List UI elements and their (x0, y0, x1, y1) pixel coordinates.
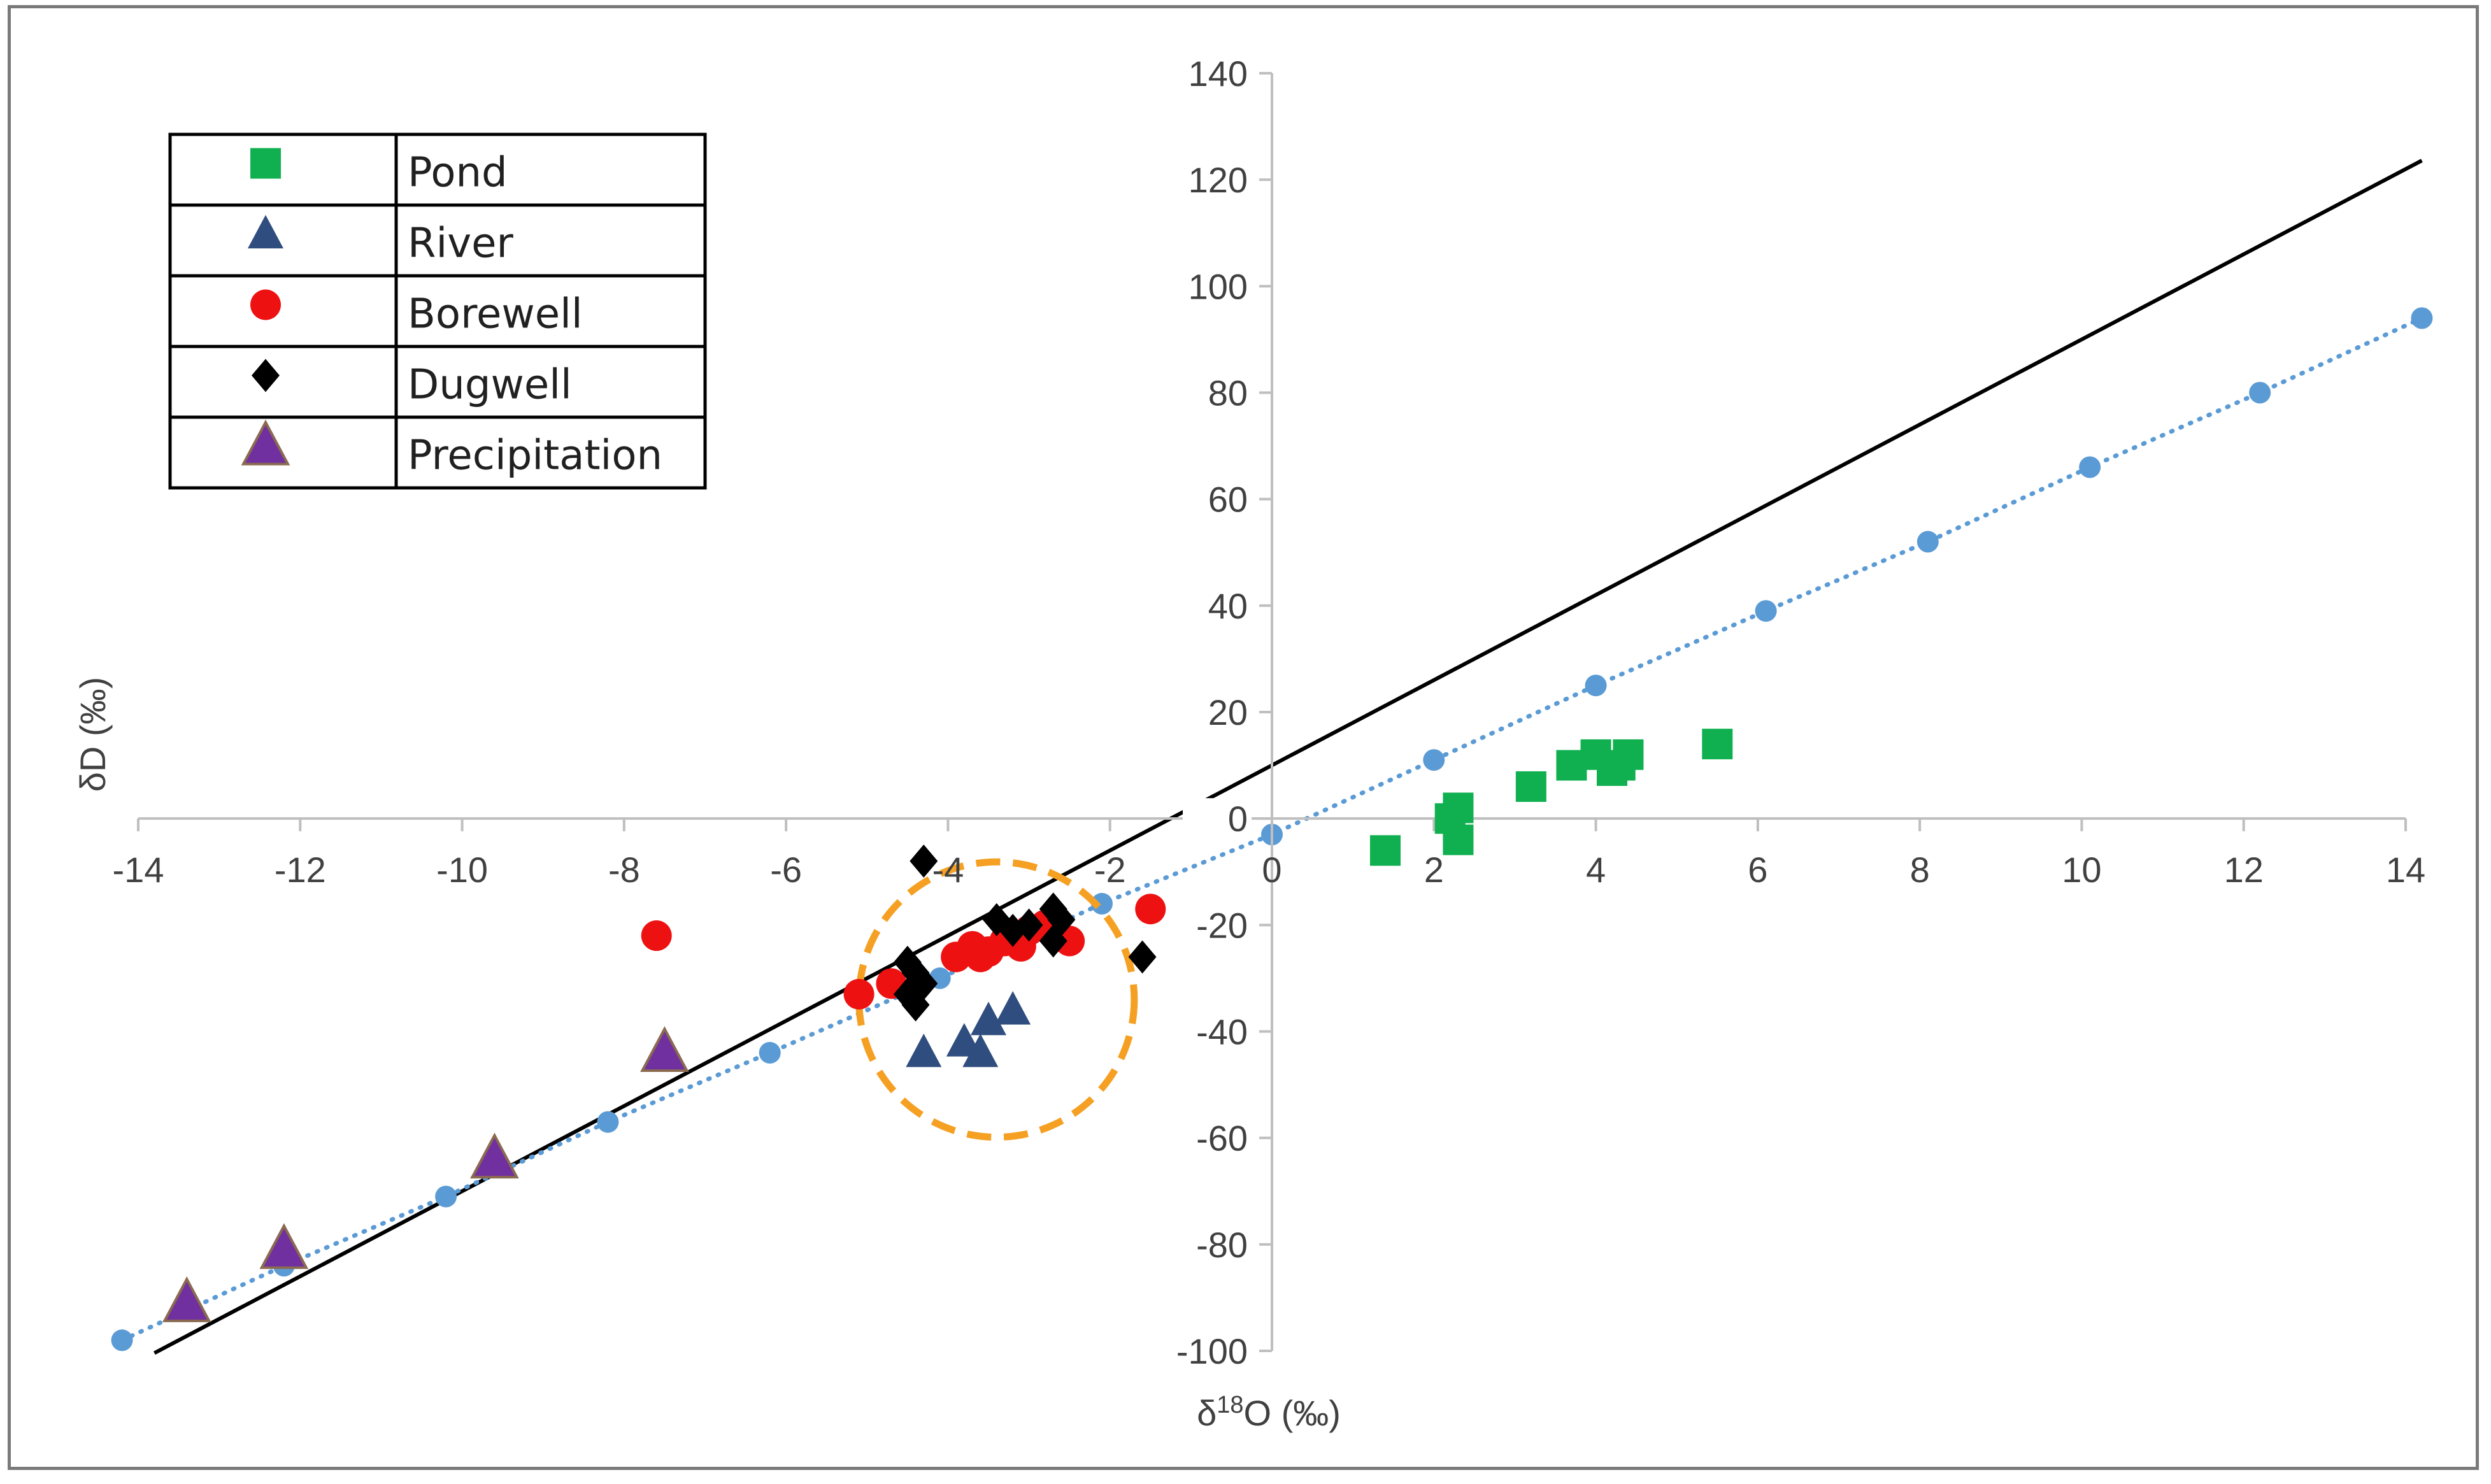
precipitation-point (640, 1026, 689, 1073)
dugwell-point (1015, 908, 1043, 942)
y-tick-label: -20 (1196, 905, 1248, 945)
lmwl-point (2249, 382, 2271, 404)
lmwl-point (2411, 307, 2433, 329)
pond-point (1443, 824, 1474, 855)
y-tick-label: -100 (1176, 1331, 1248, 1371)
lmwl-point (759, 1041, 781, 1064)
legend-label-river: River (408, 220, 514, 268)
y-tick-label: 80 (1208, 373, 1248, 413)
lmwl-point (2079, 456, 2101, 478)
legend-label-borewell: Borewell (408, 291, 583, 338)
precipitation-point (259, 1223, 309, 1269)
legend-label-precipitation: Precipitation (408, 432, 662, 480)
x-tick-label: 2 (1424, 850, 1444, 890)
y-tick-label: -40 (1196, 1012, 1248, 1052)
lmwl-point (1091, 892, 1113, 915)
legend: Pond River Borewell Dugwell Precipitation (168, 132, 707, 490)
legend-marker-dugwell (252, 359, 280, 392)
pond-point (1443, 792, 1474, 824)
x-tick-label: -2 (1094, 850, 1126, 890)
legend-label-dugwell: Dugwell (408, 362, 572, 409)
borewell-point (641, 920, 672, 952)
lmwl-point (1916, 531, 1939, 553)
y-tick-label: 140 (1188, 54, 1248, 94)
x-tick-label: -14 (113, 850, 164, 890)
pond-point (1702, 729, 1733, 760)
x-tick-label: 6 (1748, 850, 1767, 890)
lmwl-point (597, 1111, 619, 1133)
y-tick-label: 120 (1188, 160, 1248, 200)
precipitation-point (470, 1132, 519, 1179)
dugwell-point (910, 967, 938, 1001)
x-tick-label: -10 (436, 850, 488, 890)
x-tick-label: 4 (1586, 850, 1606, 890)
x-axis-title-main: δ (1197, 1393, 1217, 1433)
dugwell-point (910, 845, 938, 878)
legend-label-pond: Pond (408, 150, 508, 197)
chart-frame: -14 -12 -10 -8 -6 -4 -2 0 2 4 6 8 10 12 14 -100 -80 -60 -4… (8, 5, 2479, 1470)
y-tick-label: 0 (1228, 799, 1248, 839)
pond-point (1613, 739, 1644, 770)
y-axis-title: δD (‰) (73, 677, 113, 792)
borewell-point (843, 978, 874, 1010)
y-tick-label: -60 (1196, 1118, 1248, 1159)
lmwl-point (1755, 600, 1777, 622)
x-tick-label: -4 (932, 850, 964, 890)
highlight-circle (855, 858, 1138, 1141)
legend-marker-borewell (250, 289, 281, 320)
y-tick-label: 100 (1188, 266, 1248, 306)
lmwl-point (111, 1329, 133, 1352)
y-tick-label: 60 (1208, 480, 1248, 520)
x-tick-label: -6 (770, 850, 802, 890)
lmwl-point (1585, 674, 1607, 697)
x-axis-title-rest: O (‰) (1244, 1393, 1341, 1433)
axes (137, 72, 2407, 1352)
annotations (855, 858, 1138, 1141)
legend-marker-river (248, 215, 283, 248)
x-tick-label: 10 (2062, 850, 2101, 890)
pond-point (1370, 835, 1401, 866)
x-axis-title: δ18O (‰) (1197, 1392, 1341, 1433)
precipitation-point (162, 1276, 211, 1322)
x-tick-label: 12 (2224, 850, 2264, 890)
legend-marker-pond (250, 148, 281, 179)
dugwell-point (1047, 903, 1076, 936)
data-points (162, 729, 1733, 1322)
river-point (995, 991, 1031, 1025)
lmwl-point (435, 1185, 457, 1208)
x-tick-label: 8 (1910, 850, 1930, 890)
dugwell-point (1128, 940, 1157, 974)
tick-labels: -14 -12 -10 -8 -6 -4 -2 0 2 4 6 8 10 12 14-100-80-60-4… (113, 54, 2426, 1371)
x-axis-title-sup: 18 (1217, 1392, 1243, 1418)
y-tick-label: 20 (1208, 692, 1248, 732)
chart-svg: -14 -12 -10 -8 -6 -4 -2 0 2 4 6 8 10 12 14-100-80-60-4… (73, 54, 2433, 1433)
y-tick-label: -80 (1196, 1225, 1248, 1265)
x-tick-label: 0 (1262, 850, 1281, 890)
pond-point (1515, 771, 1546, 803)
river-point (962, 1033, 999, 1067)
legend-marker-precipitation (241, 419, 290, 466)
x-tick-label: 14 (2386, 850, 2425, 890)
river-point (906, 1033, 942, 1067)
x-tick-label: -12 (275, 850, 326, 890)
y-tick-label: 40 (1208, 586, 1248, 626)
gmwl-line (153, 159, 2423, 1355)
borewell-point (1135, 894, 1166, 925)
x-tick-label: -8 (608, 850, 640, 890)
lmwl-point (1423, 749, 1445, 771)
y-tick-label-bg (1183, 798, 1252, 839)
river-point (971, 1001, 1006, 1036)
